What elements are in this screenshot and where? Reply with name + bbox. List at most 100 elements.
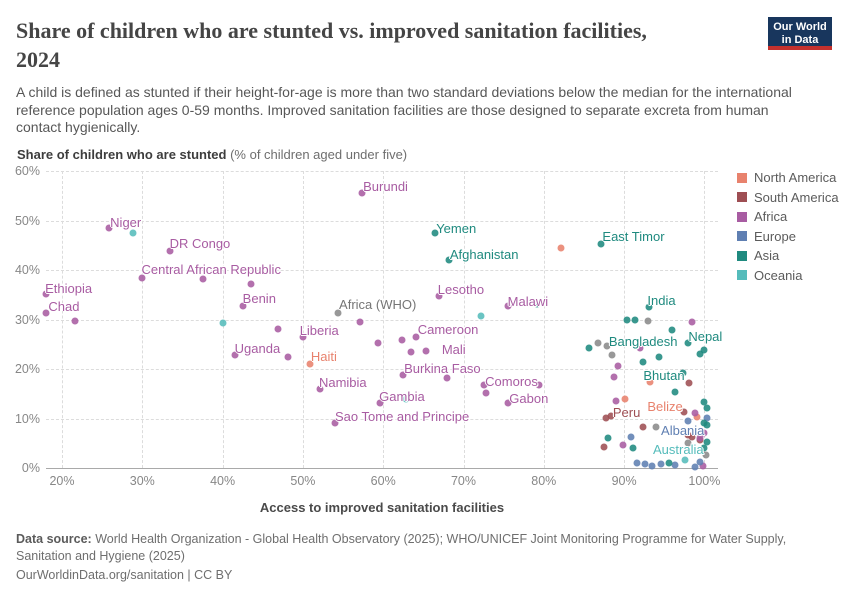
legend-item[interactable]: Asia — [737, 246, 839, 266]
data-point[interactable] — [42, 290, 50, 298]
data-point[interactable] — [668, 326, 676, 334]
data-point[interactable] — [693, 413, 701, 421]
data-point[interactable] — [594, 339, 602, 347]
data-point[interactable] — [703, 438, 711, 446]
data-point[interactable] — [636, 344, 644, 352]
data-point[interactable] — [482, 389, 490, 397]
data-point[interactable] — [614, 362, 622, 370]
data-point[interactable] — [703, 404, 711, 412]
data-point[interactable] — [231, 351, 239, 359]
data-point[interactable] — [585, 344, 593, 352]
data-point[interactable] — [655, 353, 663, 361]
data-point[interactable] — [696, 458, 704, 466]
data-point[interactable] — [621, 395, 629, 403]
data-point[interactable] — [199, 275, 207, 283]
data-point[interactable] — [477, 312, 485, 320]
data-point[interactable] — [129, 229, 137, 237]
license-link[interactable]: OurWorldinData.org/sanitation | CC BY — [16, 568, 233, 582]
data-point[interactable] — [657, 460, 665, 468]
data-point[interactable] — [644, 317, 652, 325]
data-point[interactable] — [631, 316, 639, 324]
data-point[interactable] — [533, 300, 541, 308]
data-point[interactable] — [247, 280, 255, 288]
data-point[interactable] — [688, 433, 696, 441]
data-point[interactable] — [443, 374, 451, 382]
data-point[interactable] — [646, 378, 654, 386]
data-point[interactable] — [480, 381, 488, 389]
data-point[interactable] — [284, 353, 292, 361]
legend-item[interactable]: North America — [737, 168, 839, 188]
data-point[interactable] — [623, 316, 631, 324]
data-point[interactable] — [691, 463, 699, 470]
data-point[interactable] — [627, 433, 635, 441]
legend-item[interactable]: Africa — [737, 207, 839, 227]
legend-item[interactable]: Europe — [737, 227, 839, 247]
data-point[interactable] — [699, 462, 707, 470]
data-point[interactable] — [639, 358, 647, 366]
data-point[interactable] — [684, 439, 692, 447]
data-point[interactable] — [504, 399, 512, 407]
data-point[interactable] — [376, 399, 384, 407]
data-point[interactable] — [306, 360, 314, 368]
data-point[interactable] — [680, 408, 688, 416]
data-point[interactable] — [274, 325, 282, 333]
data-point[interactable] — [671, 388, 679, 396]
data-point[interactable] — [703, 421, 711, 429]
data-point[interactable] — [603, 342, 611, 350]
data-point[interactable] — [597, 240, 605, 248]
data-point[interactable] — [299, 333, 307, 341]
data-point[interactable] — [671, 461, 679, 469]
data-point[interactable] — [105, 224, 113, 232]
data-point[interactable] — [557, 244, 565, 252]
data-point[interactable] — [602, 414, 610, 422]
data-point[interactable] — [42, 309, 50, 317]
data-point[interactable] — [700, 429, 708, 437]
data-point[interactable] — [703, 414, 711, 422]
data-point[interactable] — [684, 431, 692, 439]
data-point[interactable] — [504, 302, 512, 310]
data-point[interactable] — [679, 369, 687, 377]
data-point[interactable] — [445, 256, 453, 264]
data-point[interactable] — [166, 247, 174, 255]
data-point[interactable] — [633, 459, 641, 467]
data-point[interactable] — [700, 419, 708, 427]
data-point[interactable] — [334, 309, 342, 317]
data-point[interactable] — [639, 423, 647, 431]
data-point[interactable] — [358, 189, 366, 197]
legend-item[interactable]: South America — [737, 188, 839, 208]
data-point[interactable] — [604, 434, 612, 442]
data-point[interactable] — [612, 397, 620, 405]
data-point[interactable] — [684, 339, 692, 347]
data-point[interactable] — [700, 346, 708, 354]
data-point[interactable] — [685, 379, 693, 387]
data-point[interactable] — [600, 443, 608, 451]
data-point[interactable] — [619, 441, 627, 449]
data-point[interactable] — [696, 350, 704, 358]
data-point[interactable] — [696, 434, 704, 442]
data-point[interactable] — [648, 462, 656, 470]
data-point[interactable] — [407, 348, 415, 356]
data-point[interactable] — [138, 274, 146, 282]
data-point[interactable] — [688, 318, 696, 326]
legend-item[interactable]: Oceania — [737, 266, 839, 286]
data-point[interactable] — [535, 381, 543, 389]
data-point[interactable] — [331, 419, 339, 427]
data-point[interactable] — [219, 319, 227, 327]
data-point[interactable] — [399, 371, 407, 379]
data-point[interactable] — [431, 229, 439, 237]
data-point[interactable] — [665, 459, 673, 467]
data-point[interactable] — [356, 318, 364, 326]
data-point[interactable] — [702, 451, 710, 459]
data-point[interactable] — [684, 417, 692, 425]
data-point[interactable] — [700, 398, 708, 406]
data-point[interactable] — [629, 444, 637, 452]
data-point[interactable] — [641, 460, 649, 468]
data-point[interactable] — [652, 423, 660, 431]
data-point[interactable] — [435, 292, 443, 300]
data-point[interactable] — [71, 317, 79, 325]
data-point[interactable] — [402, 395, 410, 403]
data-point[interactable] — [608, 351, 616, 359]
data-point[interactable] — [645, 303, 653, 311]
data-point[interactable] — [316, 385, 324, 393]
data-point[interactable] — [374, 339, 382, 347]
